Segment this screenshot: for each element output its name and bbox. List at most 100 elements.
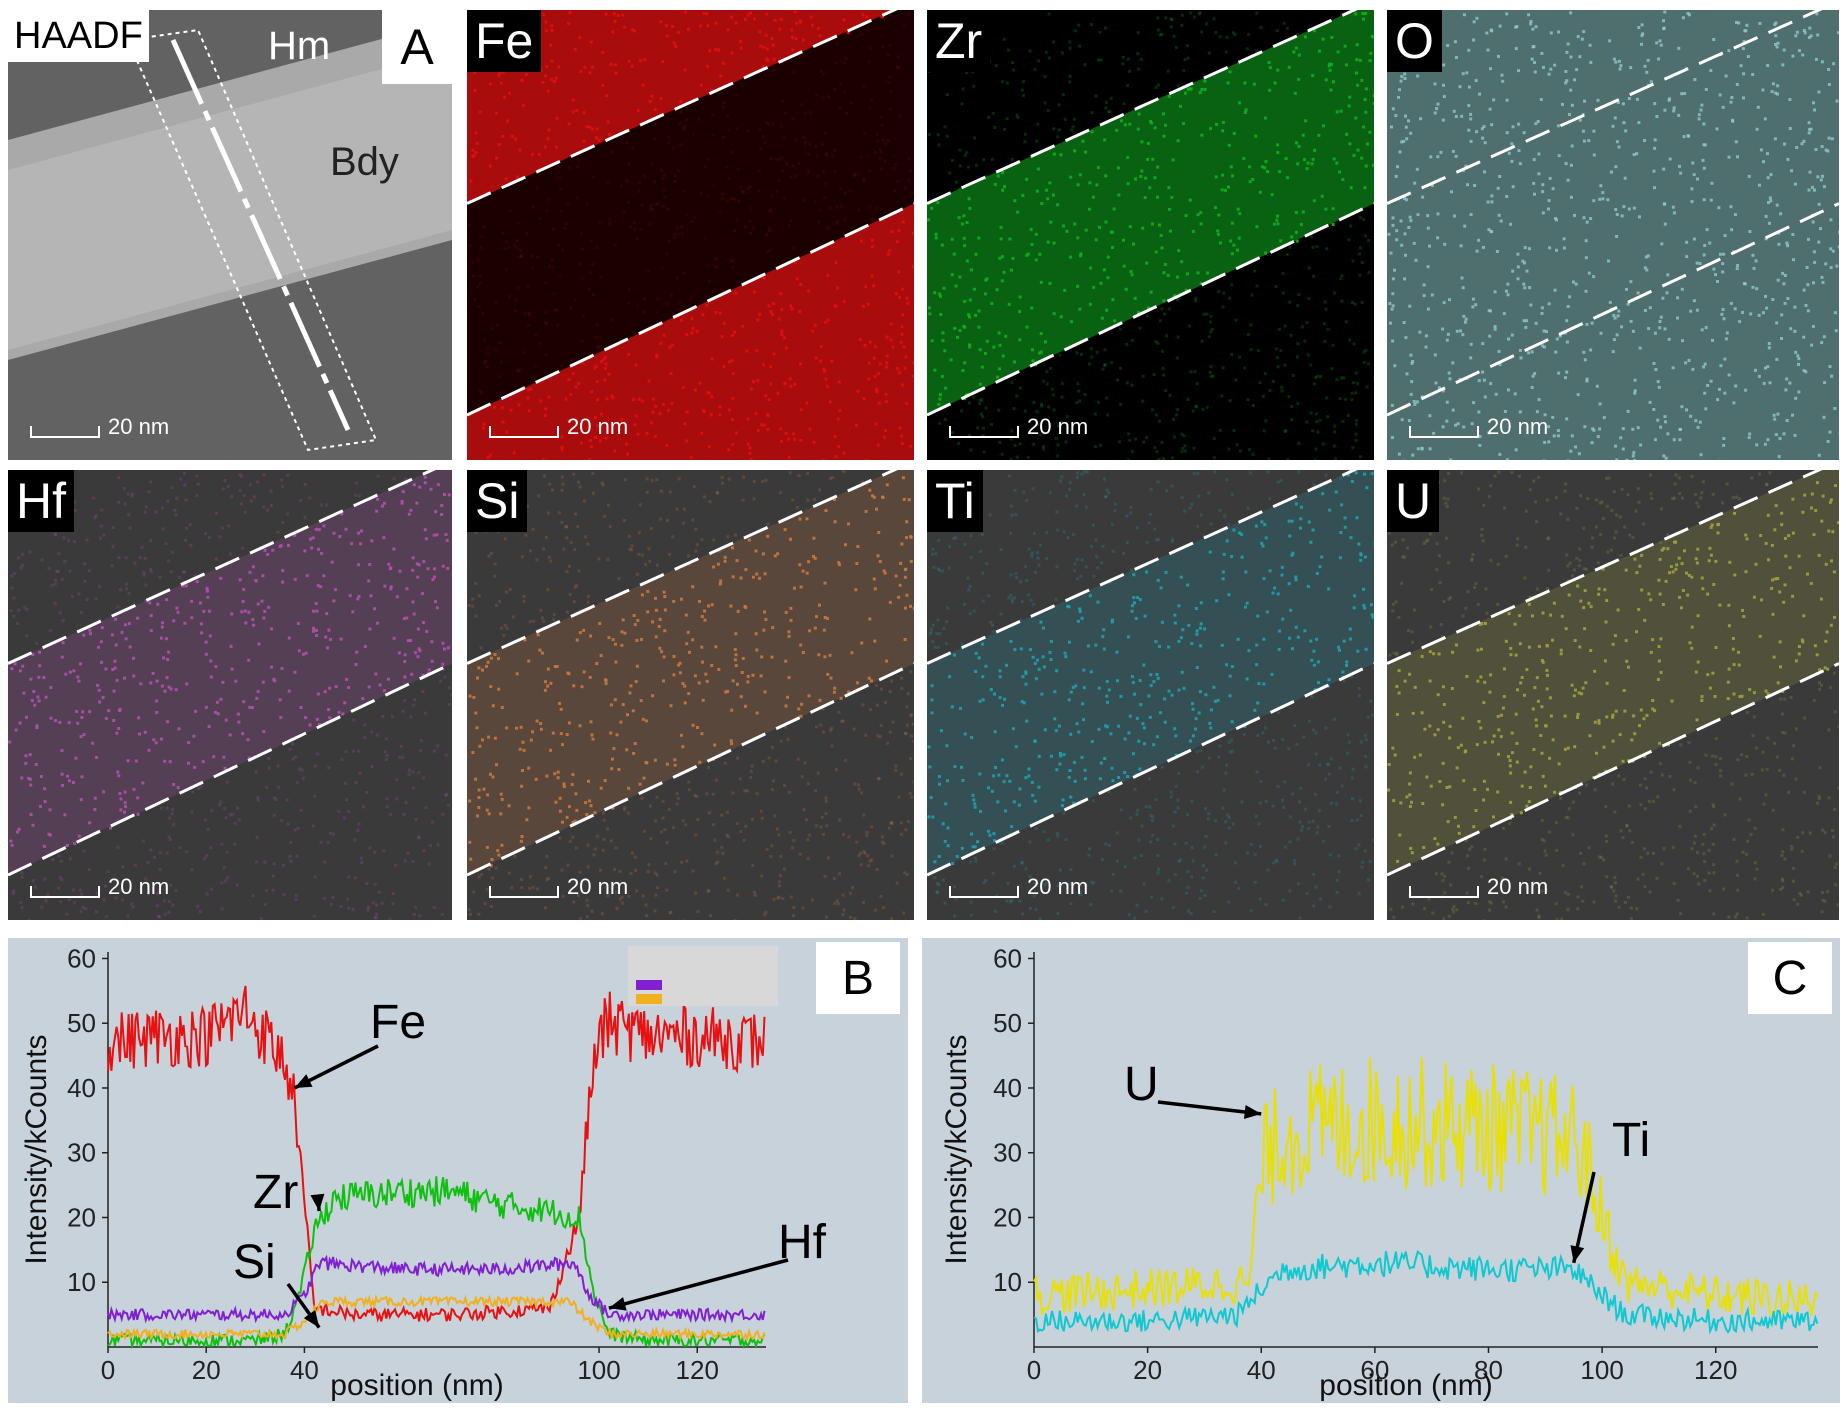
y-axis-label: Intensity/kCounts bbox=[20, 1034, 53, 1264]
lower-boundary-line bbox=[467, 202, 914, 417]
series-line-fe bbox=[107, 985, 766, 1324]
scale-bar-label: 20 nm bbox=[567, 414, 629, 439]
chart-c-plot: 10 20 30 40 50 60 0 20 40 60 80 100 120 position (nm)… bbox=[940, 942, 1832, 1402]
scale-bar-label: 20 nm bbox=[567, 874, 629, 899]
x-tick-label: 40 bbox=[1247, 1355, 1276, 1385]
map-noise bbox=[467, 470, 914, 920]
y-tick-label: 10 bbox=[993, 1267, 1022, 1297]
y-axis-label: Intensity/kCounts bbox=[940, 1034, 973, 1264]
x-tick-label: 20 bbox=[1133, 1355, 1162, 1385]
lower-boundary-line bbox=[8, 662, 452, 877]
scale-bar-label: 20 nm bbox=[1027, 874, 1089, 899]
upper-boundary-line bbox=[467, 10, 898, 205]
y-tick-label: 40 bbox=[67, 1073, 96, 1103]
haadf-panel: HAADF A Hm Bdy 20 nm bbox=[8, 10, 452, 460]
scale-bar-label: 20 nm bbox=[1487, 414, 1549, 439]
x-axis-label: position (nm) bbox=[330, 1369, 503, 1402]
zr-map-image bbox=[927, 10, 1374, 460]
x-tick-label: 20 bbox=[192, 1355, 221, 1385]
y-tick-label: 50 bbox=[993, 1008, 1022, 1038]
lower-boundary-line bbox=[1387, 662, 1839, 877]
series-line-ti bbox=[1033, 1249, 1819, 1335]
u-map-image bbox=[1387, 470, 1839, 920]
fe-map: Fe 20 nm bbox=[467, 10, 914, 460]
ti-map: Ti 20 nm bbox=[927, 470, 1374, 920]
x-tick-label: 100 bbox=[1580, 1355, 1623, 1385]
lower-boundary-line bbox=[1387, 202, 1839, 417]
si-tag: Si bbox=[467, 470, 528, 532]
haadf-image bbox=[8, 10, 452, 460]
y-tick-label: 40 bbox=[993, 1073, 1022, 1103]
annotation-si: Si bbox=[233, 1236, 321, 1329]
hf-tag: Hf bbox=[8, 470, 74, 532]
annotation-label: Zr bbox=[253, 1166, 298, 1219]
annotation-label: Si bbox=[233, 1236, 276, 1289]
o-map: O 20 nm bbox=[1387, 10, 1839, 460]
y-tick-label: 50 bbox=[67, 1008, 96, 1038]
map-noise bbox=[927, 11, 1374, 460]
chart-b-plot: 10 20 30 40 50 60 0 20 40 100 120 position (nm) Inte… bbox=[20, 942, 900, 1402]
scale-bar-label: 20 nm bbox=[1027, 414, 1089, 439]
u-tag: U bbox=[1387, 470, 1440, 532]
upper-boundary-line bbox=[467, 470, 898, 665]
lower-boundary-line bbox=[927, 202, 1374, 417]
series-line-zr bbox=[107, 1176, 766, 1350]
upper-boundary-line bbox=[1387, 470, 1823, 665]
y-tick-label: 60 bbox=[67, 943, 96, 973]
panel-letter-box bbox=[816, 942, 900, 1014]
y-tick-label: 30 bbox=[67, 1138, 96, 1168]
annotation-hf: Hf bbox=[608, 1216, 827, 1311]
series-line-hf bbox=[107, 1254, 766, 1324]
panel-letter: C bbox=[1773, 952, 1808, 1005]
y-tick-label: 10 bbox=[67, 1267, 96, 1297]
annotation-ti: Ti bbox=[1570, 1114, 1650, 1264]
x-tick-label: 120 bbox=[1694, 1355, 1737, 1385]
annotation-label: Ti bbox=[1612, 1114, 1650, 1167]
o-tag: O bbox=[1387, 10, 1442, 72]
upper-boundary-line bbox=[927, 10, 1358, 205]
upper-boundary-line bbox=[1387, 10, 1823, 205]
si-map-image bbox=[467, 470, 914, 920]
hm-label: Hm bbox=[268, 24, 331, 68]
annotation-u: U bbox=[1124, 1058, 1262, 1119]
upper-boundary-line bbox=[8, 470, 436, 665]
ti-tag: Ti bbox=[927, 470, 983, 532]
x-axis-label: position (nm) bbox=[1319, 1369, 1492, 1402]
map-noise bbox=[927, 470, 1374, 920]
scale-bar-label: 20 nm bbox=[108, 874, 170, 899]
panel-letter-a: A bbox=[382, 10, 452, 84]
hf-map: Hf 20 nm bbox=[8, 470, 452, 920]
annotation-zr: Zr bbox=[253, 1166, 325, 1219]
x-tick-label: 0 bbox=[1027, 1355, 1041, 1385]
zr-tag: Zr bbox=[927, 10, 991, 72]
scale-bar-label: 20 nm bbox=[108, 414, 170, 439]
y-tick-label: 60 bbox=[993, 943, 1022, 973]
series-line-u bbox=[1033, 1057, 1819, 1318]
panel-letter: B bbox=[842, 952, 874, 1005]
annotation-label: U bbox=[1124, 1058, 1159, 1111]
chart-b: 10 20 30 40 50 60 0 20 40 100 120 position (nm) Inte… bbox=[8, 938, 908, 1403]
fe-map-image bbox=[467, 10, 914, 460]
x-tick-label: 60 bbox=[1360, 1355, 1389, 1385]
map-noise bbox=[8, 472, 452, 920]
upper-boundary-line bbox=[927, 470, 1358, 665]
annotation-fe: Fe bbox=[293, 996, 426, 1090]
ti-map-image bbox=[927, 470, 1374, 920]
x-tick-label: 80 bbox=[1474, 1355, 1503, 1385]
annotation-label: Fe bbox=[370, 996, 426, 1049]
x-tick-label: 100 bbox=[577, 1355, 620, 1385]
series-line-si bbox=[107, 1293, 766, 1343]
zr-map: Zr 20 nm bbox=[927, 10, 1374, 460]
x-tick-label: 120 bbox=[676, 1355, 719, 1385]
annotation-label: Hf bbox=[778, 1216, 827, 1269]
hf-map-image bbox=[8, 470, 452, 920]
bdy-label: Bdy bbox=[330, 140, 399, 184]
lower-boundary-line bbox=[927, 662, 1374, 877]
fe-tag: Fe bbox=[467, 10, 542, 72]
si-map: Si 20 nm bbox=[467, 470, 914, 920]
panel-letter-box bbox=[1748, 942, 1832, 1014]
y-tick-label: 30 bbox=[993, 1138, 1022, 1168]
lower-boundary-line bbox=[467, 662, 914, 877]
chart-c: 10 20 30 40 50 60 0 20 40 60 80 100 120 position (nm)… bbox=[922, 938, 1840, 1403]
o-map-image bbox=[1387, 10, 1839, 460]
